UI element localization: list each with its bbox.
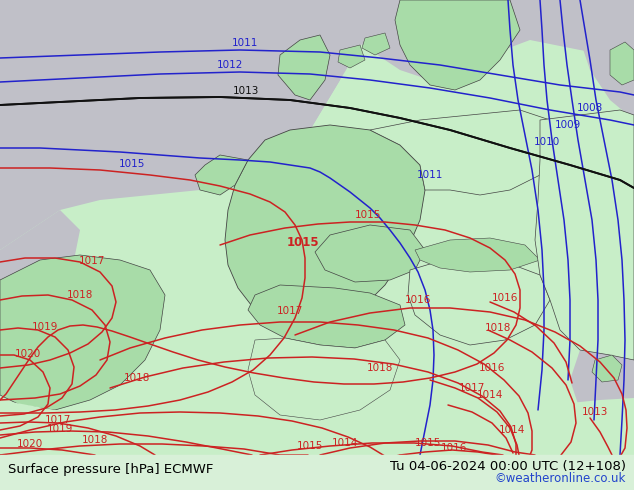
Text: 1015: 1015 bbox=[287, 236, 320, 248]
Text: 1019: 1019 bbox=[32, 322, 58, 332]
Polygon shape bbox=[570, 320, 634, 430]
Polygon shape bbox=[225, 125, 425, 330]
Polygon shape bbox=[395, 0, 520, 90]
Polygon shape bbox=[248, 338, 400, 420]
Text: 1011: 1011 bbox=[232, 38, 258, 48]
Text: 1008: 1008 bbox=[577, 103, 603, 113]
Text: 1016: 1016 bbox=[492, 293, 518, 303]
Bar bbox=[0, 455, 634, 490]
Text: 1014: 1014 bbox=[477, 390, 503, 400]
Text: Tu 04-06-2024 00:00 UTC (12+108): Tu 04-06-2024 00:00 UTC (12+108) bbox=[390, 460, 626, 472]
Polygon shape bbox=[0, 0, 340, 250]
Text: 1012: 1012 bbox=[217, 60, 243, 70]
Text: 1011: 1011 bbox=[417, 170, 443, 180]
Text: 1015: 1015 bbox=[355, 210, 381, 220]
Polygon shape bbox=[278, 35, 330, 100]
Text: 1015: 1015 bbox=[415, 438, 441, 448]
Text: 1017: 1017 bbox=[79, 256, 105, 266]
Polygon shape bbox=[338, 45, 365, 68]
Polygon shape bbox=[535, 110, 634, 360]
Polygon shape bbox=[580, 0, 634, 120]
Text: 1017: 1017 bbox=[459, 383, 485, 393]
Polygon shape bbox=[200, 0, 370, 180]
Text: ©weatheronline.co.uk: ©weatheronline.co.uk bbox=[495, 471, 626, 485]
Text: 1018: 1018 bbox=[67, 290, 93, 300]
Text: 1018: 1018 bbox=[124, 373, 150, 383]
Text: 1010: 1010 bbox=[534, 137, 560, 147]
Text: 1013: 1013 bbox=[582, 407, 608, 417]
Polygon shape bbox=[195, 155, 248, 195]
Text: 1017: 1017 bbox=[45, 415, 71, 425]
Text: 1018: 1018 bbox=[367, 363, 393, 373]
Text: 1020: 1020 bbox=[17, 439, 43, 449]
Polygon shape bbox=[415, 238, 540, 272]
Text: 1014: 1014 bbox=[332, 438, 358, 448]
Polygon shape bbox=[0, 0, 634, 455]
Polygon shape bbox=[0, 255, 165, 410]
Polygon shape bbox=[610, 42, 634, 85]
Text: 1014: 1014 bbox=[499, 425, 525, 435]
Text: 1016: 1016 bbox=[441, 443, 467, 453]
Polygon shape bbox=[315, 225, 425, 282]
Polygon shape bbox=[408, 258, 550, 345]
Text: 1020: 1020 bbox=[15, 349, 41, 359]
Text: 1019: 1019 bbox=[47, 424, 73, 434]
Text: 1009: 1009 bbox=[555, 120, 581, 130]
Text: 1016: 1016 bbox=[479, 363, 505, 373]
Text: 1015: 1015 bbox=[297, 441, 323, 451]
Text: 1015: 1015 bbox=[119, 159, 145, 169]
Text: Surface pressure [hPa] ECMWF: Surface pressure [hPa] ECMWF bbox=[8, 463, 214, 475]
Polygon shape bbox=[592, 355, 622, 382]
Polygon shape bbox=[0, 398, 634, 455]
Polygon shape bbox=[248, 285, 405, 348]
Polygon shape bbox=[370, 110, 555, 195]
Polygon shape bbox=[0, 210, 80, 340]
Text: 1018: 1018 bbox=[485, 323, 511, 333]
Text: 1017: 1017 bbox=[277, 306, 303, 316]
Text: 1016: 1016 bbox=[405, 295, 431, 305]
Text: 1013: 1013 bbox=[233, 86, 259, 96]
Polygon shape bbox=[320, 0, 634, 80]
Text: 1018: 1018 bbox=[82, 435, 108, 445]
Polygon shape bbox=[362, 33, 390, 55]
